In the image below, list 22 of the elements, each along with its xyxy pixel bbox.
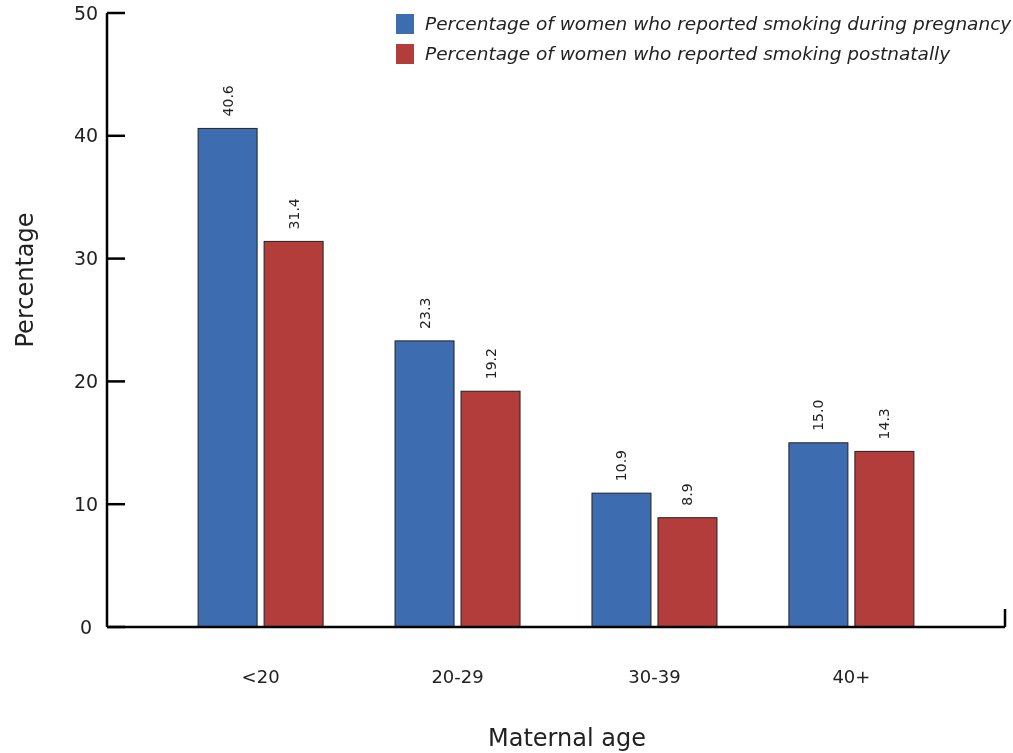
x-tick-label: 40+ bbox=[832, 666, 871, 687]
y-axis-title: Percentage bbox=[11, 212, 39, 348]
y-tick-label: 0 bbox=[79, 615, 93, 638]
y-tick-label: 10 bbox=[73, 492, 99, 515]
data-label: 31.4 bbox=[285, 198, 302, 230]
legend-label: Percentage of women who reported smoking during pregnancy bbox=[425, 13, 1013, 34]
data-label: 40.6 bbox=[219, 85, 236, 117]
y-tick-label: 30 bbox=[73, 247, 99, 270]
y-tick-label: 50 bbox=[73, 1, 99, 24]
data-label: 23.3 bbox=[416, 297, 433, 329]
data-label: 8.9 bbox=[679, 483, 696, 506]
x-axis-title: Maternal age bbox=[488, 724, 646, 752]
data-label: 10.9 bbox=[613, 449, 630, 482]
data-label: 14.3 bbox=[876, 408, 893, 440]
data-label: 15.0 bbox=[810, 399, 827, 431]
x-tick-label: 30-39 bbox=[628, 666, 681, 687]
legend-label: Percentage of women who reported smoking postnatally bbox=[425, 43, 952, 64]
x-tick-label: <20 bbox=[241, 666, 280, 687]
x-tick-label: 20-29 bbox=[431, 666, 484, 687]
data-label: 19.2 bbox=[482, 348, 499, 380]
y-tick-label: 40 bbox=[73, 124, 99, 147]
y-tick-label: 20 bbox=[73, 370, 99, 393]
